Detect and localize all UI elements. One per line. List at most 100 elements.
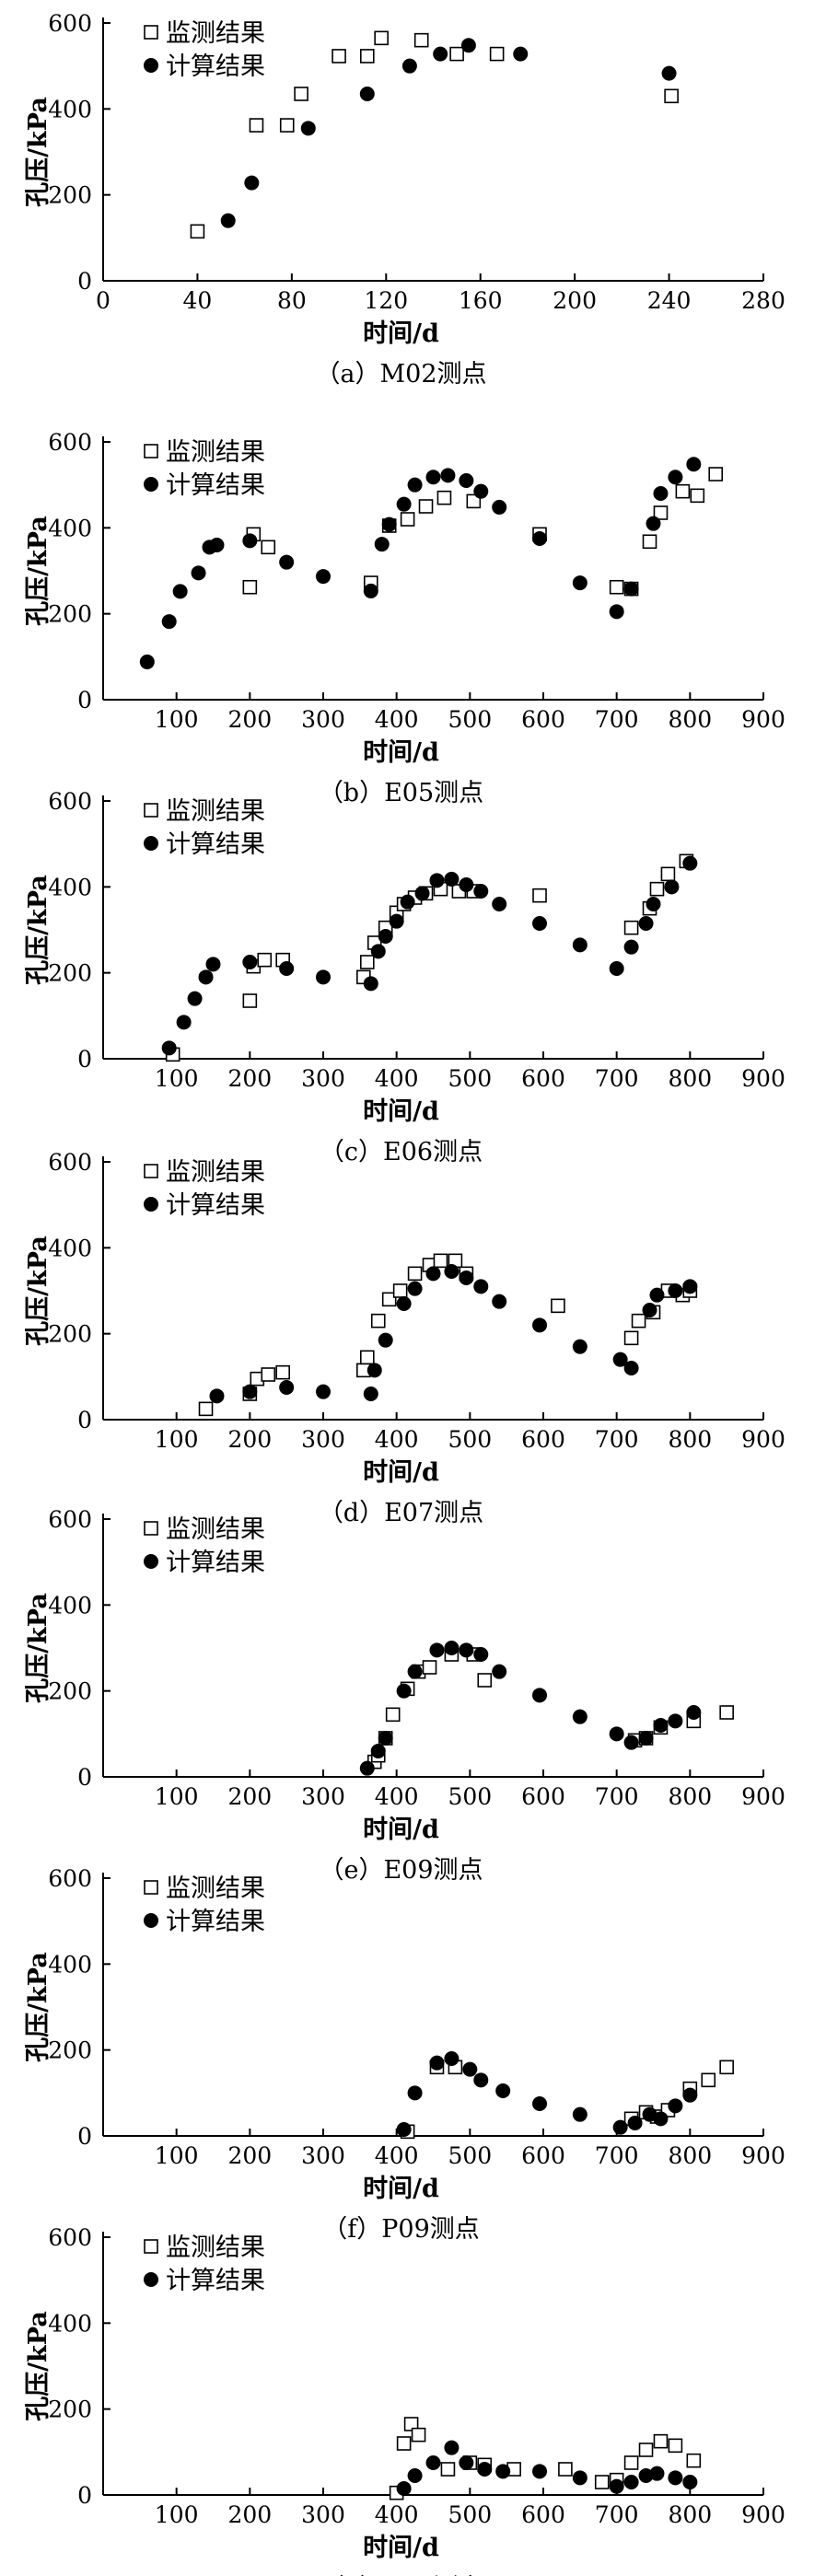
data-point-calculated bbox=[426, 2455, 441, 2470]
data-point-calculated bbox=[426, 1266, 441, 1281]
y-tick-label: 400 bbox=[48, 874, 92, 900]
legend-marker-monitored bbox=[145, 1165, 157, 1178]
y-axis-title: 孔压/kPa bbox=[24, 875, 52, 985]
x-tick-label: 100 bbox=[155, 1783, 199, 1810]
data-point-monitored bbox=[709, 468, 722, 481]
x-tick-label: 300 bbox=[301, 1783, 345, 1810]
data-point-calculated bbox=[682, 1279, 697, 1294]
data-point-calculated bbox=[473, 2072, 488, 2087]
legend-marker-calculated bbox=[144, 58, 158, 73]
y-tick-label: 400 bbox=[48, 96, 92, 122]
legend-marker-monitored bbox=[145, 26, 157, 39]
data-point-calculated bbox=[573, 2470, 588, 2485]
chart-caption: （a）M02测点 bbox=[315, 360, 486, 389]
data-point-monitored bbox=[552, 1299, 564, 1312]
x-tick-label: 600 bbox=[521, 1065, 565, 1092]
data-point-calculated bbox=[573, 1340, 588, 1354]
legend-marker-calculated bbox=[144, 2272, 158, 2287]
y-axis-title: 孔压/kPa bbox=[24, 1236, 52, 1346]
y-tick-label: 400 bbox=[48, 515, 92, 541]
data-point-calculated bbox=[624, 582, 639, 597]
x-tick-label: 240 bbox=[647, 287, 692, 314]
data-point-monitored bbox=[625, 1331, 638, 1344]
data-point-calculated bbox=[682, 2475, 697, 2489]
chart-caption: （d）E07测点 bbox=[319, 1499, 483, 1527]
data-point-calculated bbox=[177, 1015, 192, 1029]
data-point-monitored bbox=[434, 1254, 447, 1267]
data-point-calculated bbox=[624, 940, 639, 955]
data-point-monitored bbox=[250, 119, 262, 132]
x-tick-label: 700 bbox=[595, 706, 639, 733]
x-tick-label: 300 bbox=[301, 2142, 345, 2169]
y-tick-label: 0 bbox=[77, 2123, 92, 2150]
y-axis-title: 孔压/kPa bbox=[24, 1952, 52, 2062]
data-point-calculated bbox=[367, 1363, 382, 1377]
chart-caption: （c）E06测点 bbox=[320, 1138, 483, 1166]
legend-label-monitored: 监测结果 bbox=[166, 2234, 265, 2262]
x-tick-label: 500 bbox=[448, 1426, 492, 1453]
y-tick-label: 600 bbox=[48, 1865, 92, 1892]
legend-marker-monitored bbox=[145, 1522, 157, 1535]
x-tick-label: 400 bbox=[375, 1783, 419, 1810]
data-point-calculated bbox=[653, 486, 668, 501]
data-point-calculated bbox=[624, 1735, 639, 1750]
legend-marker-calculated bbox=[144, 1913, 158, 1928]
x-tick-label: 0 bbox=[96, 287, 111, 314]
data-point-calculated bbox=[646, 897, 661, 911]
data-point-calculated bbox=[140, 655, 155, 669]
data-point-monitored bbox=[258, 954, 271, 967]
data-point-calculated bbox=[408, 2468, 423, 2483]
legend-marker-monitored bbox=[145, 1881, 157, 1894]
data-point-calculated bbox=[408, 478, 423, 493]
data-point-calculated bbox=[532, 1688, 547, 1702]
data-point-calculated bbox=[426, 470, 441, 484]
x-tick-label: 700 bbox=[595, 2142, 639, 2169]
data-point-monitored bbox=[491, 48, 504, 61]
data-point-monitored bbox=[420, 500, 433, 513]
legend-label-calculated: 计算结果 bbox=[166, 52, 265, 81]
data-point-calculated bbox=[192, 565, 206, 580]
data-point-monitored bbox=[691, 489, 704, 502]
data-point-calculated bbox=[532, 531, 547, 546]
x-tick-label: 160 bbox=[459, 287, 503, 314]
data-point-calculated bbox=[364, 1387, 378, 1401]
data-point-monitored bbox=[441, 2463, 454, 2476]
data-point-calculated bbox=[662, 66, 677, 81]
x-tick-label: 100 bbox=[155, 706, 199, 733]
x-tick-label: 900 bbox=[741, 1426, 785, 1453]
data-point-calculated bbox=[242, 533, 257, 548]
data-point-monitored bbox=[644, 535, 657, 548]
data-point-calculated bbox=[375, 537, 390, 551]
data-point-calculated bbox=[653, 1718, 668, 1733]
legend-label-calculated: 计算结果 bbox=[166, 2267, 265, 2295]
data-point-calculated bbox=[573, 1710, 588, 1724]
data-point-calculated bbox=[682, 2088, 697, 2103]
data-point-calculated bbox=[532, 2464, 547, 2478]
y-tick-label: 200 bbox=[48, 601, 92, 628]
data-point-calculated bbox=[444, 2441, 459, 2455]
data-point-monitored bbox=[676, 485, 689, 498]
data-point-calculated bbox=[653, 2111, 668, 2126]
y-tick-label: 0 bbox=[77, 2482, 92, 2509]
y-tick-label: 600 bbox=[48, 788, 92, 815]
x-tick-label: 200 bbox=[227, 1783, 272, 1810]
y-tick-label: 400 bbox=[48, 2310, 92, 2337]
legend-label-monitored: 监测结果 bbox=[166, 19, 265, 48]
legend-label-calculated: 计算结果 bbox=[166, 1191, 265, 1220]
data-point-calculated bbox=[495, 2083, 510, 2098]
data-point-monitored bbox=[361, 1351, 374, 1363]
x-tick-label: 900 bbox=[741, 2501, 785, 2528]
data-point-calculated bbox=[492, 1665, 506, 1679]
y-axis-title: 孔压/kPa bbox=[24, 1593, 52, 1703]
data-point-calculated bbox=[390, 914, 404, 929]
data-point-calculated bbox=[624, 2475, 639, 2489]
data-point-calculated bbox=[613, 2120, 628, 2135]
data-point-calculated bbox=[364, 976, 378, 991]
data-point-monitored bbox=[533, 889, 546, 902]
x-tick-label: 80 bbox=[277, 287, 307, 314]
figure: 02004006000 40 80 120 160 200 240 280孔压/kPa时间/d… bbox=[0, 0, 826, 2576]
data-point-calculated bbox=[649, 1288, 664, 1303]
data-point-calculated bbox=[477, 2462, 492, 2477]
legend-label-calculated: 计算结果 bbox=[166, 1549, 265, 1577]
data-point-calculated bbox=[462, 2062, 477, 2077]
